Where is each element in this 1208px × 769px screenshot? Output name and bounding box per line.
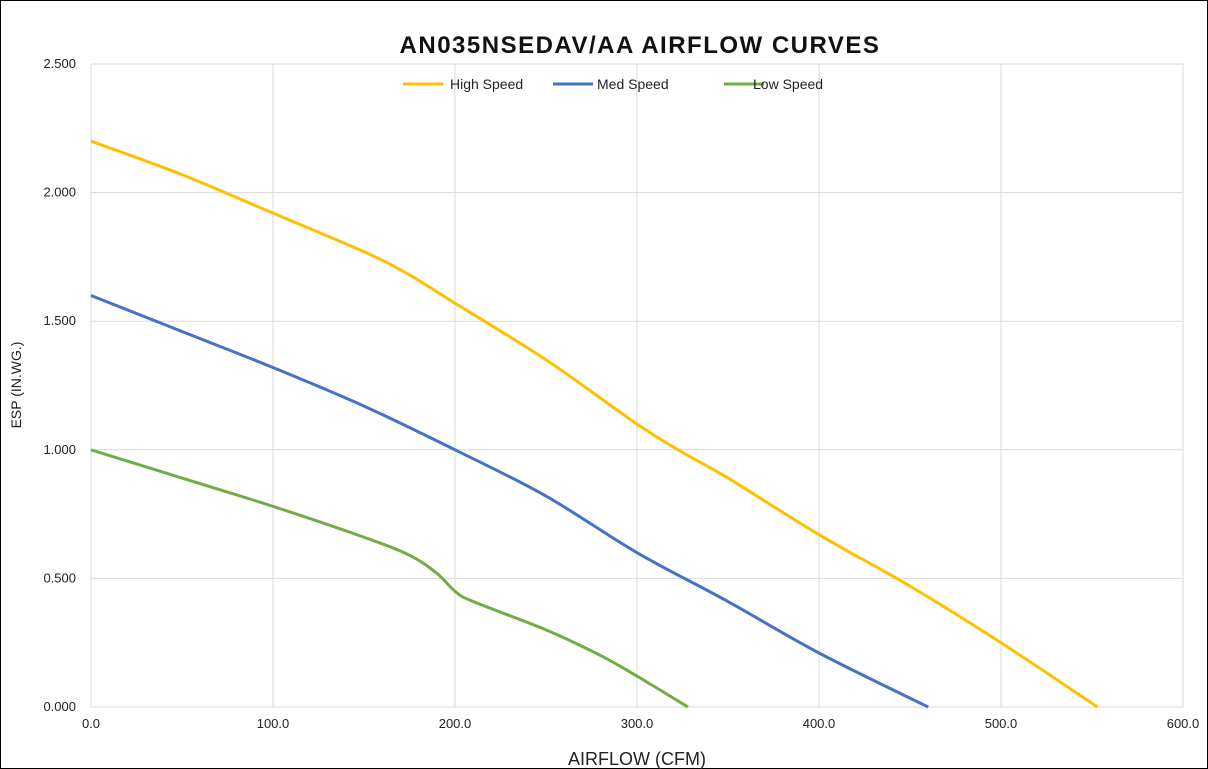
x-axis-title: AIRFLOW (CFM) — [568, 749, 706, 769]
y-tick-label: 0.000 — [43, 699, 76, 714]
y-tick-label: 2.500 — [43, 56, 76, 71]
y-tick-label: 0.500 — [43, 570, 76, 585]
grid — [90, 63, 1184, 708]
x-tick-label: 600.0 — [1167, 716, 1200, 731]
x-tick-label: 500.0 — [985, 716, 1018, 731]
series-line-low-speed — [90, 448, 689, 709]
x-tick-label: 400.0 — [803, 716, 836, 731]
legend: High Speed Med Speed Low Speed — [403, 76, 823, 92]
series-line-med-speed — [90, 294, 929, 709]
y-tick-label: 1.500 — [43, 313, 76, 328]
series-lines — [90, 139, 1099, 709]
legend-label-high-speed: High Speed — [450, 76, 523, 92]
legend-label-low-speed: Low Speed — [753, 76, 823, 92]
x-tick-label: 0.0 — [82, 716, 100, 731]
x-tick-label: 200.0 — [439, 716, 472, 731]
series-line-high-speed — [90, 139, 1099, 709]
y-tick-label: 1.000 — [43, 442, 76, 457]
x-tick-label: 300.0 — [621, 716, 654, 731]
tick-labels: 0.0 100.0 200.0 300.0 400.0 500.0 600.0 0.000 0.… — [43, 56, 1199, 731]
y-tick-label: 2.000 — [43, 185, 76, 200]
chart-title: AN035NSEDAV/AA AIRFLOW CURVES — [400, 32, 881, 59]
legend-label-med-speed: Med Speed — [597, 76, 669, 92]
y-axis-title: ESP (IN.WG.) — [8, 342, 24, 429]
x-tick-label: 100.0 — [257, 716, 290, 731]
